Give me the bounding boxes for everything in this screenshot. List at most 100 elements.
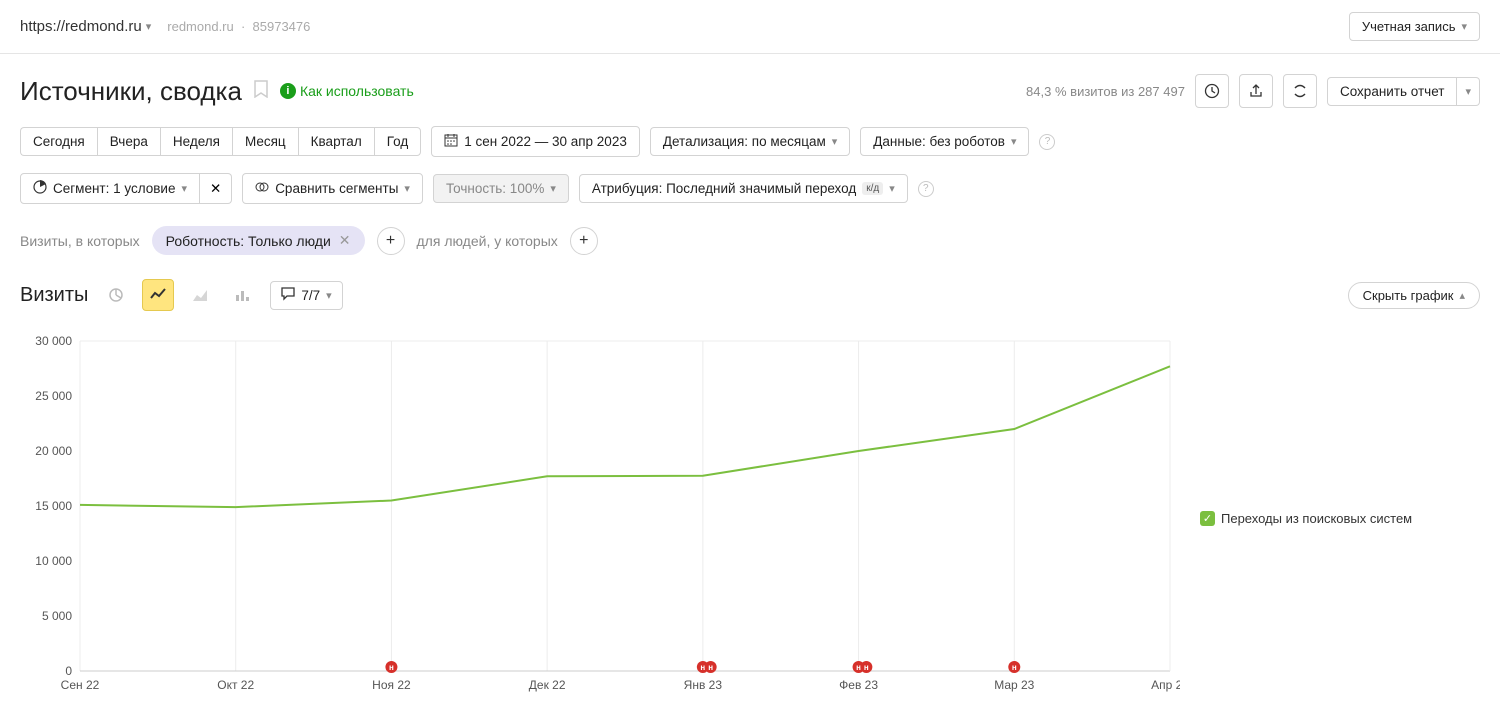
chart-view-switcher xyxy=(100,279,258,311)
history-icon-button[interactable] xyxy=(1195,74,1229,108)
hide-chart-button[interactable]: Скрыть график ▴ xyxy=(1348,282,1480,309)
page-title: Источники, сводка xyxy=(20,76,242,107)
period-buttons: СегодняВчераНеделяМесяцКварталГод xyxy=(20,127,421,156)
period-button[interactable]: Неделя xyxy=(160,127,232,156)
svg-text:н: н xyxy=(708,663,713,672)
filter-chip-robotness[interactable]: Роботность: Только люди ✕ xyxy=(152,226,365,255)
data-label: Данные: без роботов xyxy=(873,134,1005,149)
account-label: Учетная запись xyxy=(1362,19,1456,34)
chevron-down-icon: ▾ xyxy=(832,135,838,148)
svg-text:н: н xyxy=(1012,663,1017,672)
chevron-down-icon: ▾ xyxy=(889,182,895,195)
date-range-text: 1 сен 2022 — 30 апр 2023 xyxy=(464,134,627,149)
view-bar-icon[interactable] xyxy=(226,279,258,311)
line-chart-svg: 05 00010 00015 00020 00025 00030 000Сен … xyxy=(20,331,1180,701)
detail-label: Детализация: по месяцам xyxy=(663,134,826,149)
svg-text:25 000: 25 000 xyxy=(35,389,72,403)
howto-link[interactable]: i Как использовать xyxy=(280,83,414,99)
chevron-down-icon: ▾ xyxy=(146,20,152,33)
page-title-wrap: Источники, сводка i Как использовать xyxy=(20,76,414,107)
save-report-button[interactable]: Сохранить отчет xyxy=(1327,77,1458,106)
add-visit-filter-button[interactable]: + xyxy=(377,227,405,255)
compare-label: Сравнить сегменты xyxy=(275,181,398,196)
chart-area: 05 00010 00015 00020 00025 00030 000Сен … xyxy=(0,321,1500,724)
detail-dropdown[interactable]: Детализация: по месяцам ▾ xyxy=(650,127,850,156)
help-icon[interactable]: ? xyxy=(1039,134,1055,150)
chevron-down-icon: ▾ xyxy=(550,182,556,195)
filter-row: Визиты, в которых Роботность: Только люд… xyxy=(0,212,1500,269)
chevron-down-icon: ▾ xyxy=(1461,20,1467,33)
chevron-down-icon: ▾ xyxy=(404,182,410,195)
view-pie-icon[interactable] xyxy=(100,279,132,311)
top-bar: https://redmond.ru ▾ redmond.ru · 859734… xyxy=(0,0,1500,54)
top-bar-left: https://redmond.ru ▾ redmond.ru · 859734… xyxy=(20,18,310,35)
save-report-group: Сохранить отчет ▾ xyxy=(1327,77,1480,106)
settings-icon-button[interactable] xyxy=(1283,74,1317,108)
howto-text: Как использовать xyxy=(300,83,414,99)
attribution-label: Атрибуция: Последний значимый переход xyxy=(592,181,856,196)
chart-header-left: Визиты 7/7 ▾ xyxy=(20,279,343,311)
svg-text:Сен 22: Сен 22 xyxy=(61,678,100,692)
svg-text:Дек 22: Дек 22 xyxy=(529,678,566,692)
period-button[interactable]: Квартал xyxy=(298,127,374,156)
series-count-text: 7/7 xyxy=(301,288,320,303)
page-header-right: 84,3 % визитов из 287 497 Сохранить отче… xyxy=(1026,74,1480,108)
chart-canvas: 05 00010 00015 00020 00025 00030 000Сен … xyxy=(20,331,1180,704)
period-row: СегодняВчераНеделяМесяцКварталГод 1 сен … xyxy=(0,118,1500,165)
data-dropdown[interactable]: Данные: без роботов ▾ xyxy=(860,127,1029,156)
site-url-text: https://redmond.ru xyxy=(20,18,142,35)
svg-text:0: 0 xyxy=(65,664,72,678)
svg-text:Мар 23: Мар 23 xyxy=(994,678,1034,692)
period-button[interactable]: Месяц xyxy=(232,127,298,156)
chart-title: Визиты xyxy=(20,284,88,307)
chip-remove-icon[interactable]: ✕ xyxy=(339,232,351,249)
period-button[interactable]: Сегодня xyxy=(20,127,97,156)
calendar-icon xyxy=(444,133,458,150)
svg-text:Ноя 22: Ноя 22 xyxy=(372,678,411,692)
svg-text:Янв 23: Янв 23 xyxy=(684,678,723,692)
site-meta: redmond.ru · 85973476 xyxy=(167,19,310,34)
kd-badge: к/д xyxy=(862,182,883,195)
period-button[interactable]: Год xyxy=(374,127,422,156)
info-icon: i xyxy=(280,83,296,99)
hide-chart-label: Скрыть график xyxy=(1363,288,1454,303)
people-filter-label: для людей, у которых xyxy=(417,233,558,249)
view-area-icon[interactable] xyxy=(184,279,216,311)
chevron-down-icon: ▾ xyxy=(1465,85,1471,98)
date-range-button[interactable]: 1 сен 2022 — 30 апр 2023 xyxy=(431,126,640,157)
add-people-filter-button[interactable]: + xyxy=(570,227,598,255)
view-line-icon[interactable] xyxy=(142,279,174,311)
bookmark-icon[interactable] xyxy=(254,80,268,103)
help-icon[interactable]: ? xyxy=(918,181,934,197)
svg-text:20 000: 20 000 xyxy=(35,444,72,458)
legend-series-label: Переходы из поисковых систем xyxy=(1221,511,1412,526)
visits-filter-label: Визиты, в которых xyxy=(20,233,140,249)
compare-icon xyxy=(255,180,269,197)
attribution-dropdown[interactable]: Атрибуция: Последний значимый переход к/… xyxy=(579,174,908,203)
site-id: 85973476 xyxy=(253,19,311,34)
series-count-dropdown[interactable]: 7/7 ▾ xyxy=(270,281,342,310)
legend-checkbox[interactable]: ✓ xyxy=(1200,511,1215,526)
chevron-down-icon: ▾ xyxy=(181,182,187,195)
segment-label: Сегмент: 1 условие xyxy=(53,181,175,196)
segment-group: Сегмент: 1 условие ▾ ✕ xyxy=(20,173,232,204)
svg-text:30 000: 30 000 xyxy=(35,334,72,348)
chip-text: Роботность: Только люди xyxy=(166,233,331,249)
visits-summary: 84,3 % визитов из 287 497 xyxy=(1026,84,1185,99)
svg-text:Апр 23: Апр 23 xyxy=(1151,678,1180,692)
share-icon-button[interactable] xyxy=(1239,74,1273,108)
segment-clear-button[interactable]: ✕ xyxy=(200,173,232,204)
page-header: Источники, сводка i Как использовать 84,… xyxy=(0,54,1500,118)
segments-row: Сегмент: 1 условие ▾ ✕ Сравнить сегменты… xyxy=(0,165,1500,212)
svg-text:15 000: 15 000 xyxy=(35,499,72,513)
accuracy-label: Точность: 100% xyxy=(446,181,544,196)
segment-dropdown[interactable]: Сегмент: 1 условие ▾ xyxy=(20,173,200,204)
pie-icon xyxy=(33,180,47,197)
svg-text:5 000: 5 000 xyxy=(42,609,72,623)
account-button[interactable]: Учетная запись ▾ xyxy=(1349,12,1480,41)
period-button[interactable]: Вчера xyxy=(97,127,160,156)
save-report-dropdown[interactable]: ▾ xyxy=(1457,77,1480,106)
chart-legend: ✓ Переходы из поисковых систем xyxy=(1200,331,1412,526)
compare-segments-dropdown[interactable]: Сравнить сегменты ▾ xyxy=(242,173,423,204)
site-url-dropdown[interactable]: https://redmond.ru ▾ xyxy=(20,18,151,35)
